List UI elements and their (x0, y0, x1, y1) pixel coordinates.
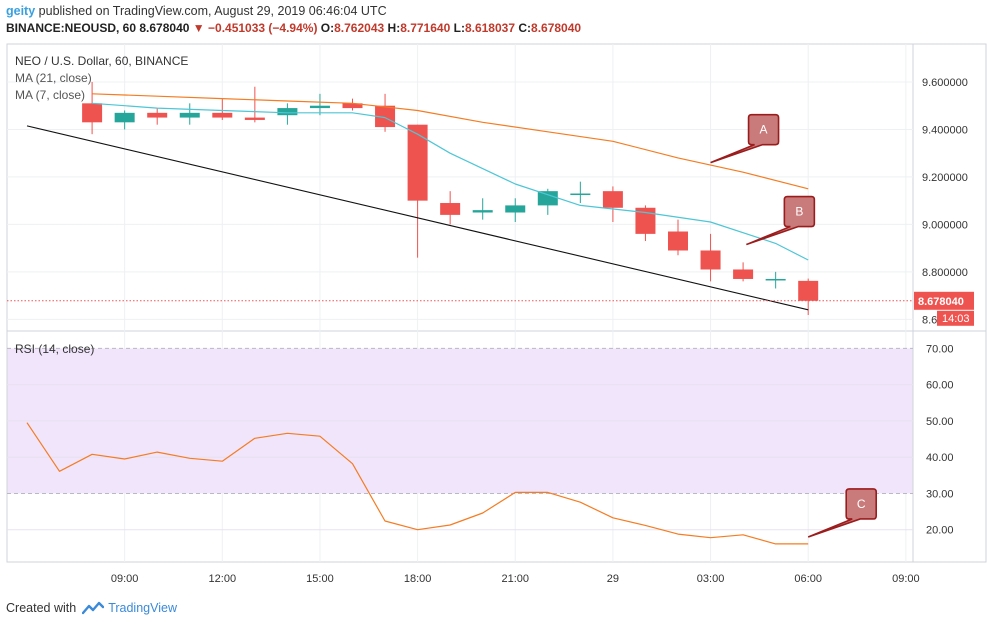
callout-b[interactable] (746, 195, 816, 246)
candle-body (440, 203, 461, 215)
open-value: 8.762043 (334, 21, 385, 35)
candle-body (179, 112, 200, 118)
price-tick-label: 9.600000 (922, 77, 968, 89)
x-tick-label: 06:00 (794, 573, 822, 585)
tradingview-brand[interactable]: TradingView (108, 601, 177, 615)
candle-body (537, 191, 558, 206)
created-with-text: Created with (6, 601, 77, 615)
candle-body (798, 280, 819, 301)
candle-body (375, 105, 396, 128)
open-label: O: (320, 21, 335, 35)
callout-a[interactable] (710, 113, 780, 164)
candle-body (277, 108, 298, 116)
high-value: 8.771640 (400, 21, 451, 35)
candle-body (309, 105, 330, 109)
publish-text: published on TradingView.com, August 29,… (38, 4, 387, 18)
rsi-tick-label: 20.00 (926, 525, 954, 537)
callout-label-b: B (795, 205, 803, 219)
x-tick-label: 09:00 (892, 573, 920, 585)
tradingview-logo-icon (82, 601, 105, 615)
low-value: 8.618037 (464, 21, 515, 35)
symbol-ohlc-line: BINANCE:NEOUSD, 60 8.678040 ▼ −0.451033 … (6, 21, 581, 35)
x-tick-label: 21:00 (501, 573, 529, 585)
last-price: 8.678040 (139, 21, 190, 35)
ma21-line (92, 93, 809, 190)
x-tick-label: 29 (607, 573, 619, 585)
footer: Created with TradingView (6, 601, 177, 615)
rsi-tick-label: 30.00 (926, 488, 954, 500)
candle-body (212, 112, 233, 118)
countdown-label: 14:03 (942, 313, 970, 325)
high-label: H: (387, 21, 401, 35)
rsi-pane-title: RSI (14, close) (15, 342, 94, 356)
candle-body (570, 193, 591, 196)
price-tick-label: 9.200000 (922, 172, 968, 184)
callout-label-a: A (760, 123, 768, 137)
candle-body (668, 231, 688, 251)
symbol-line: BINANCE:NEOUSD, 60 (6, 21, 137, 35)
price-tick-label: 9.400000 (922, 124, 968, 136)
last-price-badge (914, 291, 974, 310)
x-tick-label: 12:00 (209, 573, 237, 585)
rsi-line (26, 422, 809, 545)
candle-body (82, 103, 103, 123)
callout-label-c: C (857, 497, 866, 511)
low-label: L: (453, 21, 465, 35)
rsi-tick-label: 50.00 (926, 416, 954, 428)
candle-body (765, 278, 786, 281)
callout-c[interactable] (807, 488, 877, 538)
x-tick-label: 09:00 (111, 573, 139, 585)
candle-body (147, 112, 168, 118)
candle-body (602, 191, 623, 208)
rsi-tick-label: 70.00 (926, 343, 954, 355)
close-label: C: (518, 21, 532, 35)
candle-body (114, 112, 135, 123)
down-arrow-icon: ▼ (192, 21, 205, 35)
candle-body (700, 250, 721, 270)
publish-info: geity published on TradingView.com, Augu… (6, 4, 387, 18)
candle-body (342, 103, 363, 109)
ma7-legend: MA (7, close) (15, 88, 85, 102)
trendline[interactable] (26, 125, 809, 311)
price-tick-label: 8.800000 (922, 267, 968, 279)
candle-body (505, 205, 526, 213)
candle-body (244, 117, 265, 120)
x-tick-label: 18:00 (404, 573, 432, 585)
price-tick-label: 8.6 (922, 314, 937, 326)
main-pane-title: NEO / U.S. Dollar, 60, BINANCE (15, 54, 188, 68)
price-tick-label: 9.000000 (922, 219, 968, 231)
x-tick-label: 03:00 (697, 573, 725, 585)
candle-body (733, 269, 754, 279)
close-value: 8.678040 (531, 21, 582, 35)
rsi-tick-label: 60.00 (926, 380, 954, 392)
ma21-legend: MA (21, close) (15, 71, 92, 85)
last-price-label: 8.678040 (918, 296, 964, 308)
ma7-line (92, 102, 809, 261)
rsi-tick-label: 40.00 (926, 452, 954, 464)
candle-body (407, 124, 428, 201)
publisher-username[interactable]: geity (6, 4, 36, 18)
candle-body (635, 207, 656, 234)
countdown-badge (937, 310, 974, 326)
x-tick-label: 15:00 (306, 573, 334, 585)
candle-body (472, 210, 493, 213)
price-change: −0.451033 (−4.94%) (208, 21, 318, 35)
